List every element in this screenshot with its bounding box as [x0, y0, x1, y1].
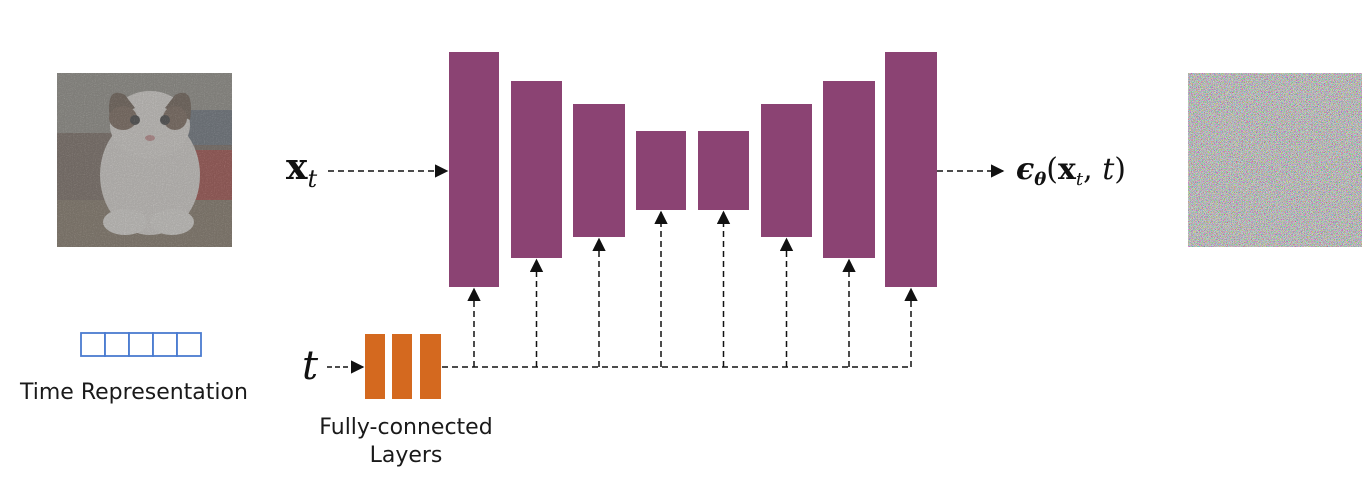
- fc-layer-1: [365, 334, 385, 399]
- time-representation-label: Time Representation: [20, 380, 248, 405]
- fc-layer-3: [420, 334, 441, 399]
- input-x-symbol: x: [286, 146, 308, 188]
- output-eps-symbol: ϵ: [1016, 152, 1035, 187]
- unet-block-4: [636, 131, 686, 210]
- time-representation-vector: [80, 332, 202, 357]
- output-x-subscript: t: [1075, 169, 1084, 191]
- time-cell-2: [104, 332, 130, 357]
- unet-block-7: [823, 81, 875, 258]
- noisy-input-image: [57, 73, 232, 247]
- time-cell-4: [152, 332, 178, 357]
- unet-block-5: [698, 131, 749, 210]
- fc-layer-2: [392, 334, 412, 399]
- unet-blocks: [449, 52, 937, 287]
- t-symbol: t: [302, 343, 319, 389]
- output-close-paren: ): [1114, 152, 1126, 187]
- input-t-subscript: t: [307, 165, 318, 194]
- output-theta-subscript: θ: [1034, 169, 1047, 191]
- input-xt-label: xt: [286, 146, 317, 193]
- unet-block-3: [573, 104, 625, 237]
- time-cell-1: [80, 332, 106, 357]
- unet-block-6: [761, 104, 812, 237]
- output-t-symbol: t: [1102, 152, 1115, 187]
- noise-output-image: [1188, 73, 1362, 247]
- unet-block-1: [449, 52, 499, 287]
- output-comma: ,: [1083, 152, 1103, 187]
- t-input-label: t: [302, 343, 318, 389]
- time-cell-5: [176, 332, 202, 357]
- fully-connected-layers: [365, 334, 441, 399]
- time-embedding-arrows: [467, 210, 918, 367]
- output-open-paren: (: [1046, 152, 1059, 187]
- fc-label-line2: Layers: [369, 443, 443, 468]
- output-x-symbol: x: [1058, 152, 1076, 187]
- fc-label-line1: Fully-connected: [319, 415, 493, 440]
- time-cell-3: [128, 332, 154, 357]
- unet-block-2: [511, 81, 562, 258]
- fc-layers-label: Fully-connected Layers: [296, 414, 516, 470]
- output-eps-label: ϵθ(xt, t): [1016, 152, 1126, 191]
- unet-block-8: [885, 52, 937, 287]
